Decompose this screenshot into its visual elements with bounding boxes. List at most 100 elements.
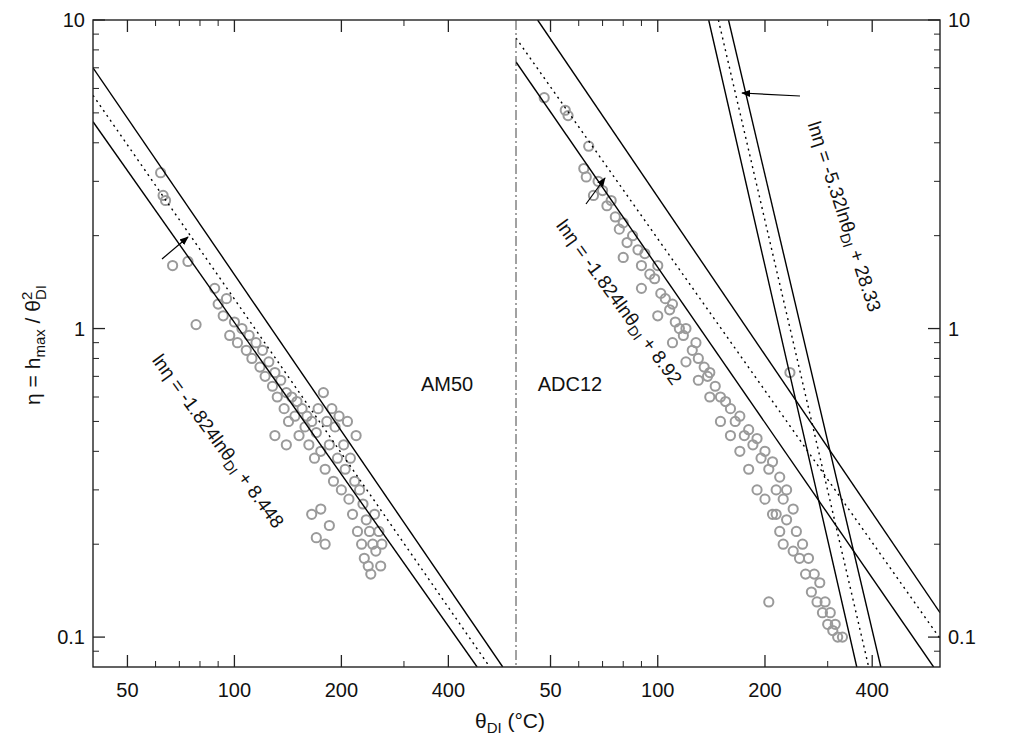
x-tick (657, 20, 658, 32)
scatter-point (210, 284, 219, 293)
scatter-point (355, 485, 364, 494)
scatter-point (807, 587, 816, 596)
scatter-point (831, 620, 840, 629)
text-part: lnη = -1.824lnθ (148, 350, 239, 464)
scatter-point (366, 570, 375, 579)
scatter-point (316, 447, 325, 456)
scatter-point (804, 554, 813, 563)
scatter-point (700, 362, 709, 371)
x-tick-label: 50 (539, 679, 561, 701)
scatter-point (760, 495, 769, 504)
text-part: + 28.33 (844, 242, 885, 314)
y-tick (928, 636, 940, 637)
scatter-point (191, 320, 200, 329)
x-tick (127, 655, 128, 667)
x-minor-tick (578, 20, 579, 26)
scatter-point (294, 431, 303, 440)
x-tick (550, 655, 551, 667)
y-minor-tick (934, 421, 940, 422)
annotation-arrow (586, 178, 605, 204)
y-tick-label: 1 (948, 318, 959, 340)
x-tick-label: 100 (218, 679, 251, 701)
subscript: DI (32, 285, 49, 300)
scatter-point (789, 504, 798, 513)
x-tick-label: 400 (856, 679, 889, 701)
scatter-point (735, 412, 744, 421)
scatter-point (637, 284, 646, 293)
x-tick-label: 50 (116, 679, 138, 701)
scatter-point (768, 457, 777, 466)
scatter-point (247, 354, 256, 363)
x-tick (872, 655, 873, 667)
scatter-point (337, 485, 346, 494)
scatter-point (705, 368, 714, 377)
scatter-point (792, 527, 801, 536)
scatter-point (348, 510, 357, 519)
x-minor-tick (602, 661, 603, 667)
scatter-point (341, 465, 350, 474)
scatter-point (353, 527, 362, 536)
y-minor-tick (934, 112, 940, 113)
y-minor-tick (93, 376, 99, 377)
scatter-point (319, 388, 328, 397)
scatter-point (838, 632, 847, 641)
scatter-point (768, 510, 777, 519)
x-tick (341, 655, 342, 667)
scatter-point (351, 431, 360, 440)
scatter-point (764, 597, 773, 606)
scatter-point (343, 417, 352, 426)
scatter-point (321, 465, 330, 474)
x-minor-tick (602, 20, 603, 26)
y-tick (928, 19, 940, 20)
y-minor-tick (934, 88, 940, 89)
y-minor-tick (93, 112, 99, 113)
y-minor-tick (934, 67, 940, 68)
scatter-point (156, 168, 165, 177)
scatter-point (775, 473, 784, 482)
y-minor-tick (93, 235, 99, 236)
band-line (729, 20, 881, 667)
text-part: + 8.92 (635, 329, 686, 389)
x-minor-tick (827, 661, 828, 667)
y-tick-label: 0.1 (948, 626, 976, 648)
y-tick (928, 328, 940, 329)
y-tick-label: 1 (74, 318, 85, 340)
text-part: lnη = -1.824lnθ (552, 216, 643, 330)
text-part: θ (475, 709, 487, 732)
scatter-point (705, 392, 714, 401)
x-tick-label: 200 (748, 679, 781, 701)
panel-title: ADC12 (538, 373, 602, 395)
y-minor-tick (93, 451, 99, 452)
x-minor-tick (218, 20, 219, 26)
x-tick-label: 400 (432, 679, 465, 701)
y-minor-tick (934, 181, 940, 182)
scatter-point (314, 404, 323, 413)
scatter-point (782, 485, 791, 494)
x-minor-tick (179, 20, 180, 26)
scatter-point (582, 172, 591, 181)
text-part: (°C) (502, 709, 545, 732)
scatter-point (782, 515, 791, 524)
scatter-point (694, 354, 703, 363)
y-minor-tick (93, 358, 99, 359)
scatter-point (779, 540, 788, 549)
scatter-point (219, 311, 228, 320)
scatter-point (325, 521, 334, 530)
scatter-point (815, 578, 824, 587)
scatter-point (668, 300, 677, 309)
x-tick (764, 20, 765, 32)
y-minor-tick (934, 142, 940, 143)
scatter-point (344, 495, 353, 504)
y-tick (93, 19, 105, 20)
fit-line-dotted (516, 38, 940, 638)
fit-line-dotted (718, 20, 868, 667)
scatter-point (826, 608, 835, 617)
x-minor-tick (623, 20, 624, 26)
x-tick (127, 20, 128, 32)
x-tick (764, 655, 765, 667)
x-tick (234, 20, 235, 32)
plot-area (93, 68, 503, 667)
x-minor-tick (155, 20, 156, 26)
y-minor-tick (934, 651, 940, 652)
x-tick (341, 20, 342, 32)
